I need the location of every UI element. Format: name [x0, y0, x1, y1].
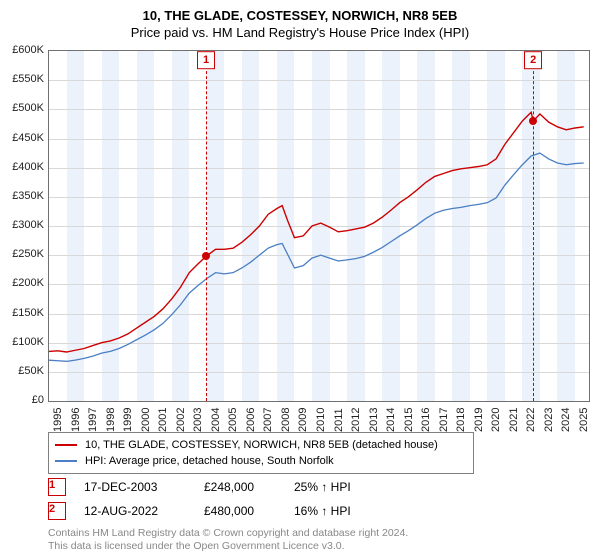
y-tick-label: £0: [0, 394, 44, 406]
x-tick-label: 2017: [438, 408, 450, 432]
series-line-property: [49, 112, 584, 352]
sale-row-1: 1 17-DEC-2003 £248,000 25% ↑ HPI: [48, 478, 568, 496]
sale-row-2: 2 12-AUG-2022 £480,000 16% ↑ HPI: [48, 502, 568, 520]
x-tick-label: 1996: [70, 408, 82, 432]
x-tick-label: 2025: [578, 408, 590, 432]
x-tick-label: 2007: [262, 408, 274, 432]
legend-label-hpi: HPI: Average price, detached house, Sout…: [85, 455, 334, 467]
x-tick-label: 2019: [473, 408, 485, 432]
x-tick-label: 2002: [175, 408, 187, 432]
y-tick-label: £500K: [0, 102, 44, 114]
x-tick-label: 2014: [385, 408, 397, 432]
sale-marker-2: 2: [48, 502, 66, 520]
legend-swatch-hpi: [55, 460, 77, 462]
page-subtitle: Price paid vs. HM Land Registry's House …: [0, 23, 600, 40]
footer-line-2: This data is licensed under the Open Gov…: [48, 540, 408, 554]
x-tick-label: 2015: [403, 408, 415, 432]
x-tick-label: 2008: [280, 408, 292, 432]
y-tick-label: £350K: [0, 190, 44, 202]
legend-row-property: 10, THE GLADE, COSTESSEY, NORWICH, NR8 5…: [55, 437, 467, 453]
x-tick-label: 2021: [508, 408, 520, 432]
sale-marker-1: 1: [48, 478, 66, 496]
x-tick-label: 2018: [455, 408, 467, 432]
page-title: 10, THE GLADE, COSTESSEY, NORWICH, NR8 5…: [0, 0, 600, 23]
x-tick-label: 2022: [525, 408, 537, 432]
legend-row-hpi: HPI: Average price, detached house, Sout…: [55, 453, 467, 469]
x-tick-label: 2013: [368, 408, 380, 432]
y-tick-label: £200K: [0, 277, 44, 289]
legend: 10, THE GLADE, COSTESSEY, NORWICH, NR8 5…: [48, 432, 474, 474]
y-tick-label: £300K: [0, 219, 44, 231]
x-tick-label: 2016: [420, 408, 432, 432]
sale-date-2: 12-AUG-2022: [84, 504, 204, 518]
x-tick-label: 2005: [227, 408, 239, 432]
x-tick-label: 2006: [245, 408, 257, 432]
footer-line-1: Contains HM Land Registry data © Crown c…: [48, 527, 408, 541]
sale-price-1: £248,000: [204, 480, 294, 494]
x-tick-label: 2023: [543, 408, 555, 432]
chart-plot-area: 12: [48, 50, 590, 402]
y-tick-label: £100K: [0, 336, 44, 348]
x-tick-label: 2001: [157, 408, 169, 432]
y-tick-label: £600K: [0, 44, 44, 56]
y-tick-label: £50K: [0, 365, 44, 377]
x-tick-label: 2003: [192, 408, 204, 432]
x-tick-label: 1995: [52, 408, 64, 432]
footer: Contains HM Land Registry data © Crown c…: [48, 527, 408, 554]
y-tick-label: £250K: [0, 248, 44, 260]
x-tick-label: 2009: [297, 408, 309, 432]
chart-marker-2: 2: [524, 51, 542, 69]
y-tick-label: £400K: [0, 161, 44, 173]
x-tick-label: 1998: [105, 408, 117, 432]
chart-marker-1: 1: [197, 51, 215, 69]
x-tick-label: 1997: [87, 408, 99, 432]
x-tick-label: 2024: [560, 408, 572, 432]
x-tick-label: 2020: [490, 408, 502, 432]
x-tick-label: 2000: [140, 408, 152, 432]
y-tick-label: £550K: [0, 73, 44, 85]
y-tick-label: £450K: [0, 132, 44, 144]
legend-label-property: 10, THE GLADE, COSTESSEY, NORWICH, NR8 5…: [85, 439, 438, 451]
x-tick-label: 2010: [315, 408, 327, 432]
series-line-hpi: [49, 153, 584, 361]
y-tick-label: £150K: [0, 307, 44, 319]
legend-swatch-property: [55, 444, 77, 446]
x-tick-label: 2011: [333, 408, 345, 432]
sale-pct-2: 16% ↑ HPI: [294, 504, 414, 518]
x-tick-label: 2012: [350, 408, 362, 432]
sale-date-1: 17-DEC-2003: [84, 480, 204, 494]
x-tick-label: 2004: [210, 408, 222, 432]
sale-pct-1: 25% ↑ HPI: [294, 480, 414, 494]
x-tick-label: 1999: [122, 408, 134, 432]
sale-price-2: £480,000: [204, 504, 294, 518]
